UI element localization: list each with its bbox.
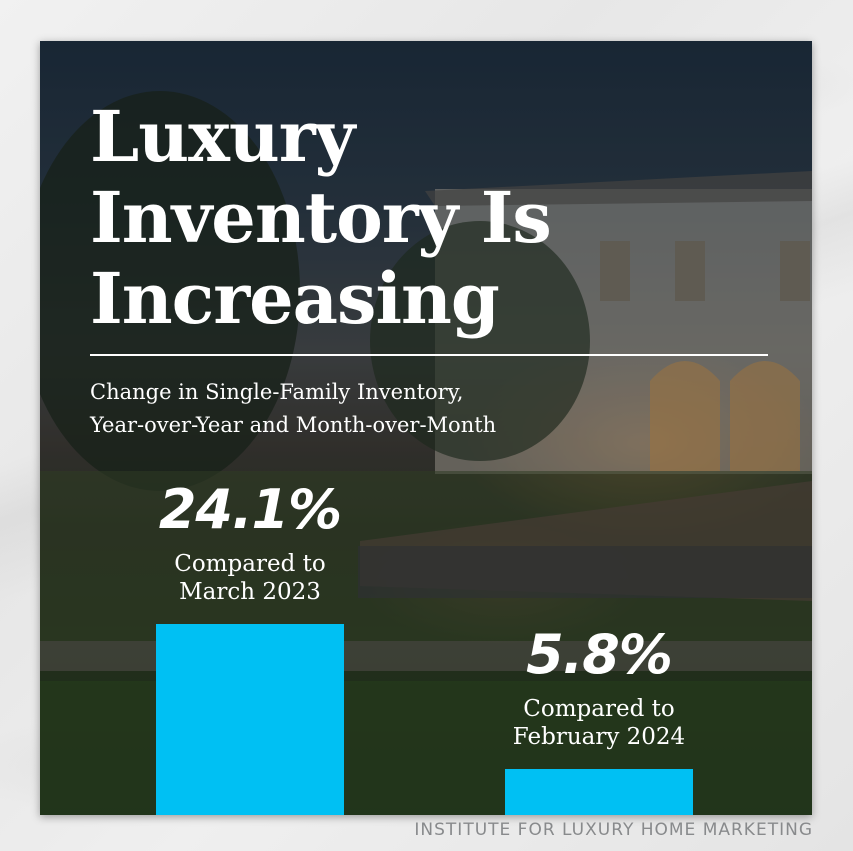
villa-window	[600, 241, 630, 301]
villa-roof	[425, 171, 812, 206]
title-line-2: Inventory Is	[90, 176, 552, 259]
bar-value-label-2: 5.8%	[526, 623, 673, 686]
bar-1	[156, 624, 344, 815]
villa-window	[675, 241, 705, 301]
pool-wall	[358, 546, 812, 598]
title-line-1: Luxury	[90, 95, 355, 178]
bar-2	[505, 769, 693, 815]
bar-caption-1-line-2: March 2023	[179, 579, 321, 605]
title-divider	[90, 354, 768, 356]
title-line-3: Increasing	[90, 257, 500, 340]
bar-value-label-1: 24.1%	[158, 478, 342, 541]
subtitle: Change in Single-Family Inventory, Year-…	[90, 376, 496, 442]
villa-window	[780, 241, 810, 301]
bar-caption-2-line-1: Compared to	[523, 696, 675, 722]
footer-credit: INSTITUTE FOR LUXURY HOME MARKETING	[414, 820, 813, 840]
tree-silhouette	[370, 221, 590, 461]
bar-caption-1: Compared to March 2023	[120, 550, 380, 606]
bar-caption-2-line-2: February 2024	[512, 724, 686, 750]
villa-arch	[650, 361, 720, 471]
bar-caption-2: Compared to February 2024	[469, 695, 729, 751]
subtitle-line-2: Year-over-Year and Month-over-Month	[90, 413, 497, 437]
bar-caption-1-line-1: Compared to	[174, 551, 326, 577]
title: Luxury Inventory Is Increasing	[90, 95, 552, 340]
subtitle-line-1: Change in Single-Family Inventory,	[90, 380, 464, 404]
tree-silhouette	[40, 91, 300, 491]
house-scene-background	[40, 91, 812, 815]
infographic-card	[40, 41, 812, 815]
villa-arch	[730, 361, 800, 471]
